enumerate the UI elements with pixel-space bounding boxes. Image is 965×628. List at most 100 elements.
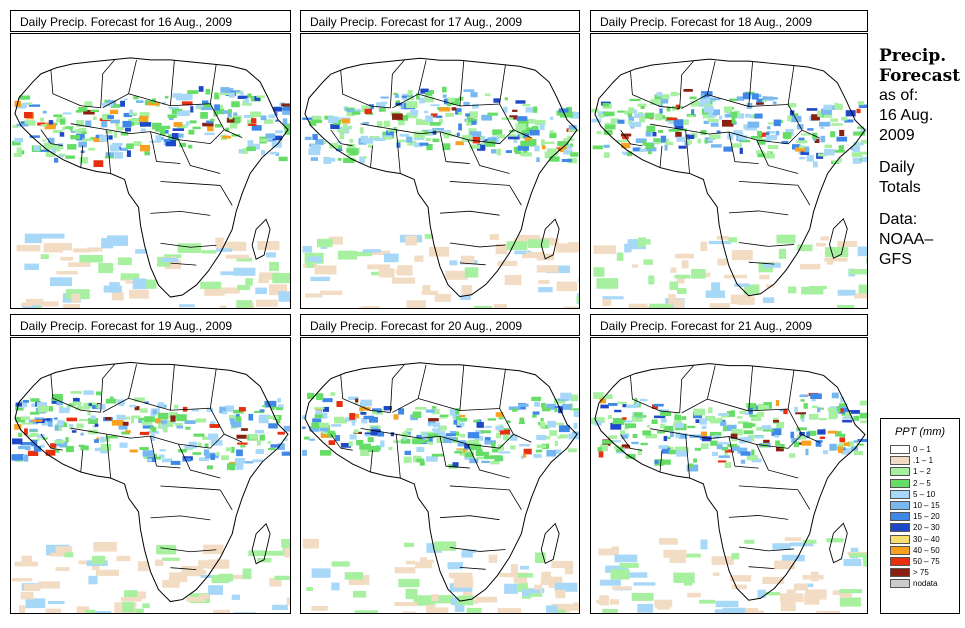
precip-cell bbox=[12, 140, 21, 146]
country-border bbox=[679, 365, 694, 413]
country-border bbox=[395, 434, 401, 479]
precip-cell bbox=[178, 304, 195, 308]
precip-cell bbox=[336, 401, 343, 407]
precip-map bbox=[300, 33, 580, 309]
country-border bbox=[128, 364, 175, 411]
precip-cell bbox=[706, 140, 713, 143]
precip-cell bbox=[355, 398, 359, 403]
precip-cell bbox=[821, 108, 832, 115]
legend-swatch bbox=[890, 568, 910, 578]
precip-cell bbox=[643, 239, 651, 245]
precip-cell bbox=[519, 417, 525, 424]
legend-swatch bbox=[890, 456, 910, 466]
precip-cell bbox=[616, 139, 628, 143]
precip-cell bbox=[168, 117, 174, 120]
precip-cell bbox=[804, 146, 810, 153]
precip-cell bbox=[412, 411, 422, 419]
precip-cell bbox=[487, 137, 497, 144]
precip-cell bbox=[104, 417, 112, 421]
precip-cell bbox=[275, 130, 283, 134]
precip-cell bbox=[26, 434, 34, 437]
precip-cell bbox=[642, 430, 652, 436]
precip-cell bbox=[640, 442, 648, 446]
side-title-line2: Forecast bbox=[879, 66, 961, 86]
precip-cell bbox=[702, 114, 715, 119]
legend-label: .1 – 1 bbox=[913, 456, 934, 466]
precip-cell bbox=[327, 116, 339, 123]
precip-cell bbox=[566, 106, 572, 113]
precip-cell bbox=[351, 420, 356, 426]
precip-cell bbox=[281, 451, 290, 456]
precip-cell bbox=[476, 448, 483, 453]
precip-cell bbox=[302, 426, 306, 429]
precip-cell bbox=[129, 449, 138, 453]
precip-cell bbox=[783, 409, 788, 415]
precip-cell bbox=[790, 542, 814, 547]
precip-cell bbox=[286, 597, 290, 605]
precip-cell bbox=[45, 449, 56, 456]
precip-cell bbox=[801, 286, 824, 295]
country-border bbox=[620, 434, 643, 451]
precip-cell bbox=[506, 241, 528, 251]
precip-cell bbox=[189, 120, 197, 124]
precip-cell bbox=[490, 460, 500, 465]
precip-cell bbox=[206, 120, 214, 124]
precip-cell bbox=[354, 413, 359, 419]
legend-item: 40 – 50 bbox=[881, 545, 959, 556]
precip-cell bbox=[47, 137, 55, 144]
precip-cell bbox=[568, 125, 577, 130]
precip-cell bbox=[756, 102, 764, 105]
precip-cell bbox=[609, 599, 619, 605]
precip-cell bbox=[237, 284, 251, 291]
precip-cell bbox=[174, 422, 183, 426]
country-border bbox=[330, 434, 353, 451]
precip-cell bbox=[516, 128, 522, 135]
precip-cell bbox=[39, 117, 45, 122]
precip-cell bbox=[757, 152, 766, 158]
precip-cell bbox=[743, 430, 754, 435]
precip-cell bbox=[762, 576, 785, 584]
precip-cell bbox=[451, 98, 460, 105]
precip-cell bbox=[594, 417, 605, 423]
precip-cell bbox=[206, 465, 214, 470]
precip-cell bbox=[631, 441, 639, 445]
precip-cell bbox=[622, 417, 627, 420]
precip-cell bbox=[247, 140, 254, 147]
precip-cell bbox=[399, 133, 410, 137]
precip-cell bbox=[23, 455, 29, 462]
precip-cell bbox=[311, 605, 328, 611]
precip-cell bbox=[850, 445, 859, 451]
precip-cell bbox=[860, 420, 867, 424]
precip-cell bbox=[88, 575, 98, 585]
precip-cell bbox=[701, 91, 713, 97]
precip-cell bbox=[806, 155, 814, 162]
precip-cell bbox=[617, 110, 627, 113]
precip-cell bbox=[542, 407, 551, 412]
precip-cell bbox=[304, 136, 312, 141]
precip-cell bbox=[240, 445, 246, 448]
precip-cell bbox=[371, 426, 379, 431]
precip-cell bbox=[521, 589, 541, 597]
country-border bbox=[797, 185, 811, 206]
precip-cell bbox=[497, 134, 505, 139]
precip-cell bbox=[203, 544, 224, 555]
precip-cell bbox=[214, 92, 220, 100]
country-border bbox=[178, 443, 221, 479]
precip-cell bbox=[825, 247, 849, 258]
precip-cell bbox=[148, 102, 160, 106]
precip-cell bbox=[608, 435, 618, 439]
precip-cell bbox=[453, 577, 474, 588]
precip-cell bbox=[635, 138, 647, 144]
precip-cell bbox=[93, 137, 105, 143]
precip-cell bbox=[179, 142, 186, 147]
precip-cell bbox=[421, 439, 426, 444]
precip-cell bbox=[524, 137, 533, 142]
precip-cell bbox=[820, 126, 825, 130]
precip-cell bbox=[255, 287, 267, 295]
precip-cell bbox=[480, 430, 491, 434]
madagascar-outline bbox=[829, 218, 848, 259]
precip-cell bbox=[622, 136, 629, 140]
precip-cell bbox=[139, 122, 152, 127]
precip-cell bbox=[699, 98, 711, 105]
country-border bbox=[685, 434, 690, 478]
